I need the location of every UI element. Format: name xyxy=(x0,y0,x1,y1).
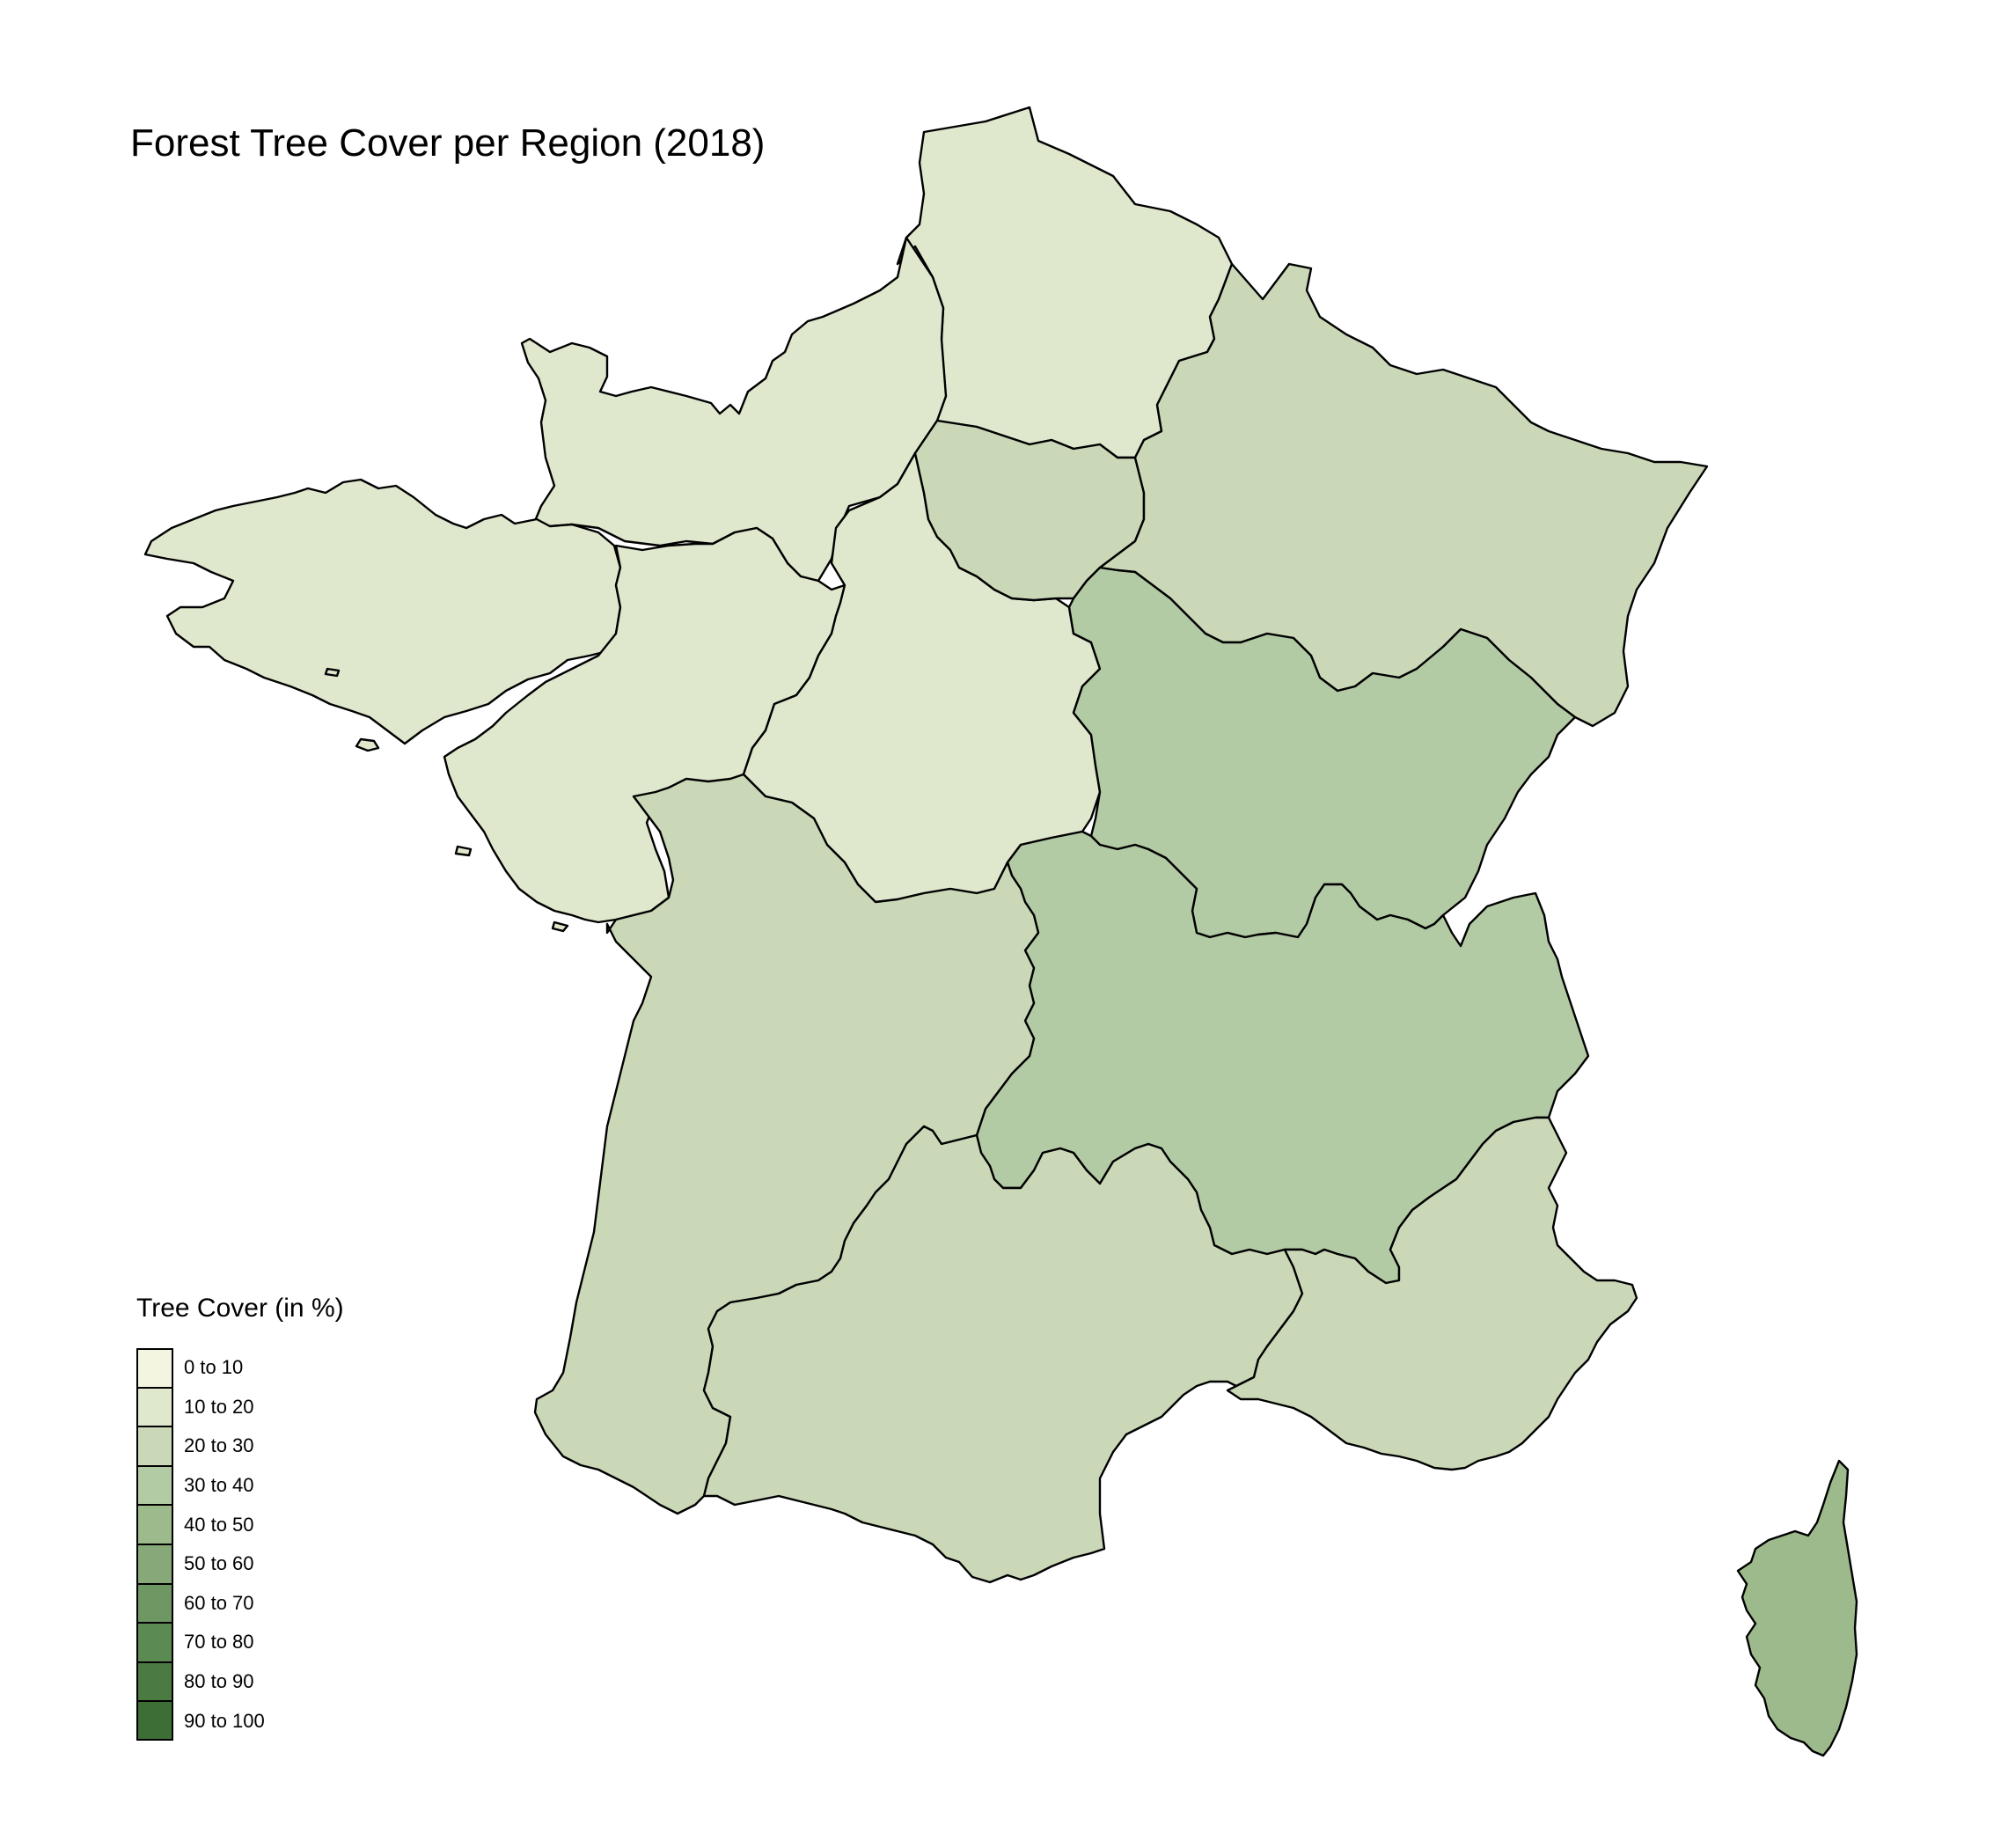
legend-swatch xyxy=(136,1623,173,1662)
legend-item: 80 to 90 xyxy=(136,1661,344,1702)
legend-swatch xyxy=(136,1426,173,1466)
legend-item: 10 to 20 xyxy=(136,1387,344,1427)
legend-item: 20 to 30 xyxy=(136,1426,344,1466)
region-pays-de-la-loire-islands xyxy=(551,920,569,933)
legend-item: 60 to 70 xyxy=(136,1583,344,1624)
legend-label: 20 to 30 xyxy=(184,1434,254,1457)
legend-swatch xyxy=(136,1465,173,1506)
legend-swatch xyxy=(136,1661,173,1702)
region-corse xyxy=(1736,1459,1858,1757)
legend-label: 70 to 80 xyxy=(184,1631,254,1654)
legend-swatch xyxy=(136,1583,173,1624)
legend-label: 40 to 50 xyxy=(184,1513,254,1536)
map-title: Forest Tree Cover per Region (2018) xyxy=(130,121,766,165)
legend: Tree Cover (in %) 0 to 10 10 to 20 20 to 3… xyxy=(136,1294,344,1741)
legend-item: 90 to 100 xyxy=(136,1701,344,1741)
legend-label: 90 to 100 xyxy=(184,1709,265,1732)
legend-swatch xyxy=(136,1701,173,1741)
legend-items: 0 to 10 10 to 20 20 to 30 30 to 40 40 to 50 5… xyxy=(136,1348,344,1741)
region-pays-de-la-loire xyxy=(443,526,846,924)
legend-title: Tree Cover (in %) xyxy=(136,1294,344,1323)
legend-swatch xyxy=(136,1348,173,1388)
legend-label: 10 to 20 xyxy=(184,1395,254,1418)
region-bretagne-islands xyxy=(324,667,473,857)
legend-item: 70 to 80 xyxy=(136,1623,344,1662)
legend-label: 80 to 90 xyxy=(184,1670,254,1693)
legend-swatch xyxy=(136,1544,173,1584)
legend-swatch xyxy=(136,1387,173,1427)
legend-label: 30 to 40 xyxy=(184,1474,254,1497)
legend-item: 0 to 10 xyxy=(136,1348,344,1388)
region-occitanie xyxy=(702,1125,1304,1584)
legend-item: 50 to 60 xyxy=(136,1544,344,1584)
legend-item: 30 to 40 xyxy=(136,1465,344,1506)
legend-swatch xyxy=(136,1505,173,1544)
region-paca xyxy=(1226,1116,1638,1471)
legend-label: 0 to 10 xyxy=(184,1356,244,1379)
region-bretagne xyxy=(143,478,622,745)
legend-item: 40 to 50 xyxy=(136,1505,344,1544)
legend-label: 60 to 70 xyxy=(184,1591,254,1614)
legend-label: 50 to 60 xyxy=(184,1552,254,1575)
